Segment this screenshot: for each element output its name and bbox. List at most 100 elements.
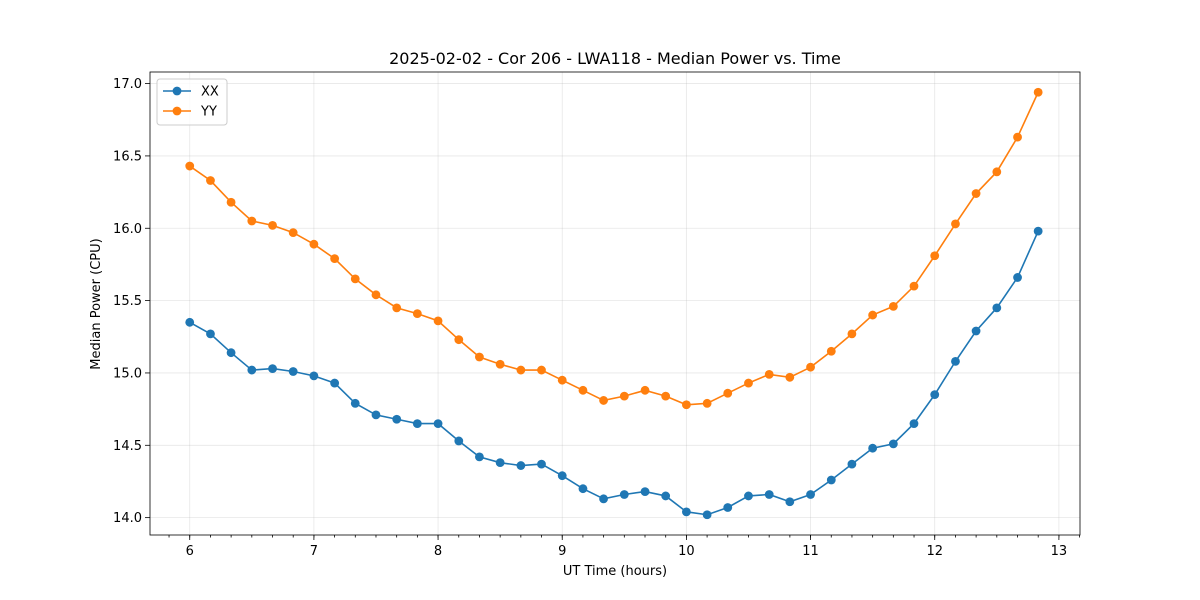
data-point-yy xyxy=(640,385,650,395)
data-point-yy xyxy=(247,216,257,226)
legend-marker xyxy=(172,86,182,96)
data-point-xx xyxy=(599,494,608,504)
data-point-xx xyxy=(578,484,588,494)
x-tick-label: 9 xyxy=(558,544,566,559)
data-point-yy xyxy=(475,352,484,362)
data-point-xx xyxy=(350,398,360,408)
data-point-xx xyxy=(806,490,815,499)
data-point-xx xyxy=(702,510,712,520)
series-yy xyxy=(185,87,1043,410)
data-point-xx xyxy=(288,367,298,376)
data-point-xx xyxy=(909,419,919,428)
legend-marker xyxy=(172,106,182,116)
legend-item-yy: YY xyxy=(163,105,217,120)
data-point-xx xyxy=(640,487,650,496)
x-axis-label: UT Time (hours) xyxy=(563,564,667,579)
chart-title: 2025-02-02 - Cor 206 - LWA118 - Median P… xyxy=(389,49,841,68)
data-point-yy xyxy=(350,274,360,284)
data-point-yy xyxy=(495,359,505,369)
data-point-xx xyxy=(371,410,381,420)
data-point-yy xyxy=(888,301,898,311)
y-tick-label: 16.0 xyxy=(113,222,142,237)
series-layer xyxy=(185,87,1043,520)
x-tick-label: 13 xyxy=(1051,544,1068,559)
data-point-yy xyxy=(702,398,712,408)
data-point-xx xyxy=(785,497,795,507)
data-point-xx xyxy=(971,326,981,336)
data-point-xx xyxy=(930,390,940,400)
y-axis-label: Median Power (CPU) xyxy=(89,238,104,369)
y-tick-label: 15.0 xyxy=(113,366,142,381)
data-point-yy xyxy=(744,378,753,388)
data-point-yy xyxy=(1013,132,1022,142)
data-point-yy xyxy=(826,346,836,356)
data-point-yy xyxy=(847,329,857,339)
data-point-yy xyxy=(723,388,733,398)
data-point-yy xyxy=(930,251,940,261)
data-point-xx xyxy=(516,461,526,470)
data-point-xx xyxy=(868,443,878,453)
data-point-yy xyxy=(909,281,919,291)
data-point-yy xyxy=(681,400,691,410)
data-point-xx xyxy=(309,371,319,381)
data-point-yy xyxy=(206,176,215,185)
x-tick-label: 6 xyxy=(186,544,194,559)
data-point-xx xyxy=(951,356,960,366)
data-point-yy xyxy=(599,396,608,405)
series-xx xyxy=(185,226,1043,520)
x-tick-label: 7 xyxy=(310,544,318,559)
x-tick-label: 11 xyxy=(802,544,819,559)
x-tick-label: 8 xyxy=(434,544,442,559)
data-point-xx xyxy=(330,378,340,388)
data-point-xx xyxy=(1013,273,1022,282)
data-point-xx xyxy=(206,329,215,339)
data-point-xx xyxy=(226,348,236,358)
data-point-xx xyxy=(412,419,422,428)
data-point-xx xyxy=(495,458,505,468)
x-tick-label: 10 xyxy=(678,544,695,559)
y-tick-label: 14.5 xyxy=(113,439,142,454)
data-point-yy xyxy=(868,310,878,320)
axes: 6 7 8 9 10 11 12 13 14.0 14.5 15.0 15.5 16.0 16.5 17.0 xyxy=(113,71,1081,559)
data-point-yy xyxy=(785,372,795,382)
data-point-xx xyxy=(744,491,753,501)
y-tick-label: 16.5 xyxy=(113,149,142,164)
data-point-yy xyxy=(226,197,236,207)
y-tick-label: 14.0 xyxy=(113,511,142,526)
data-point-yy xyxy=(288,228,298,238)
data-point-yy xyxy=(661,391,671,401)
data-point-yy xyxy=(951,219,960,229)
legend-label: XX xyxy=(201,85,219,100)
data-point-yy xyxy=(516,365,526,375)
data-point-xx xyxy=(454,436,464,446)
data-point-xx xyxy=(826,475,836,485)
data-point-yy xyxy=(392,303,402,313)
data-point-xx xyxy=(537,459,546,469)
data-point-xx xyxy=(475,452,484,462)
grid-lines xyxy=(150,72,1080,535)
data-point-yy xyxy=(992,167,1002,177)
data-point-yy xyxy=(185,161,195,171)
y-tick-label: 17.0 xyxy=(113,77,142,92)
data-point-xx xyxy=(764,490,774,499)
data-point-yy xyxy=(619,391,629,401)
x-tick-label: 12 xyxy=(926,544,943,559)
data-point-yy xyxy=(330,254,340,264)
data-point-yy xyxy=(578,385,588,395)
data-point-xx xyxy=(392,414,402,424)
data-point-yy xyxy=(806,362,815,372)
data-point-xx xyxy=(661,491,671,501)
data-point-xx xyxy=(847,459,857,469)
data-point-yy xyxy=(268,220,277,230)
data-point-xx xyxy=(185,317,195,327)
data-point-yy xyxy=(412,309,422,319)
data-point-yy xyxy=(371,290,381,300)
data-point-xx xyxy=(992,303,1002,313)
y-tick-label: 15.5 xyxy=(113,294,142,309)
data-point-xx xyxy=(247,365,257,375)
data-point-yy xyxy=(454,335,464,345)
data-point-xx xyxy=(557,471,567,481)
data-point-xx xyxy=(723,503,733,512)
